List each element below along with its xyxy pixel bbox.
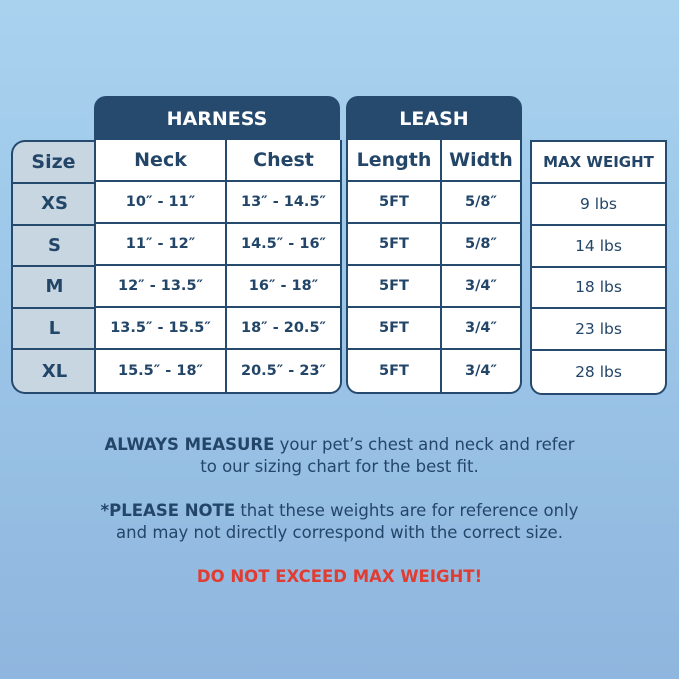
size-cell: XS: [13, 184, 96, 226]
neck-cell: 15.5″ - 18″: [96, 350, 227, 392]
length-cell: 5FT: [348, 308, 442, 350]
length-cell: 5FT: [348, 266, 442, 308]
length-cell: 5FT: [348, 350, 442, 392]
neck-header: Neck: [96, 140, 227, 182]
chest-cell: 20.5″ - 23″: [240, 363, 327, 379]
note-bold: *PLEASE NOTE: [100, 501, 236, 520]
neck-cell: 12″ - 13.5″: [96, 266, 227, 308]
size-cell: M: [13, 267, 96, 309]
width-cell: 5/8″: [442, 182, 520, 224]
width-cell: 3/4″: [442, 266, 520, 308]
size-column: Size XS S M L XL: [11, 140, 96, 394]
chest-cell: 18″ - 20.5″: [227, 308, 340, 350]
neck-cell: 10″ - 11″: [96, 182, 227, 224]
neck-cell: 11″ - 12″: [96, 224, 227, 266]
measure-note: ALWAYS MEASURE your pet’s chest and neck…: [0, 434, 679, 478]
measure-bold: ALWAYS MEASURE: [104, 435, 275, 454]
chest-cell: 14.5″ - 16″: [227, 224, 340, 266]
chest-header: Chest: [227, 140, 340, 182]
neck-cell: 13.5″ - 15.5″: [96, 308, 227, 350]
max-weight-warning: DO NOT EXCEED MAX WEIGHT!: [196, 567, 483, 586]
width-cell: 5/8″: [442, 224, 520, 266]
max-weight-cell: 18 lbs: [532, 268, 665, 310]
harness-group-header: HARNESS: [94, 96, 340, 142]
note-rest: that these weights are for reference onl…: [235, 501, 579, 520]
width-cell: 3/4″: [442, 308, 520, 350]
chest-cell: 16″ - 18″: [227, 266, 340, 308]
max-weight-cell: 28 lbs: [575, 363, 622, 382]
harness-table: Neck Chest 10″ - 11″ 13″ - 14.5″ 11″ - 12″…: [94, 140, 342, 394]
note-line2: and may not directly correspond with the…: [116, 523, 563, 542]
max-weight-cell: 14 lbs: [532, 226, 665, 268]
length-cell: 5FT: [348, 182, 442, 224]
width-cell: 3/4″: [465, 363, 497, 379]
max-weight-cell: 23 lbs: [532, 309, 665, 352]
leash-group-header: LEASH: [346, 96, 522, 142]
max-weight-cell: 9 lbs: [532, 184, 665, 226]
length-header: Length: [348, 140, 442, 182]
weight-note: *PLEASE NOTE that these weights are for …: [0, 500, 679, 544]
chest-cell: 13″ - 14.5″: [227, 182, 340, 224]
max-weight-header: MAX WEIGHT: [532, 142, 665, 184]
size-cell: S: [13, 226, 96, 268]
length-cell: 5FT: [348, 224, 442, 266]
measure-line2: to our sizing chart for the best fit.: [200, 457, 479, 476]
max-weight-table: MAX WEIGHT 9 lbs 14 lbs 18 lbs 23 lbs 28 lbs: [530, 140, 667, 395]
size-cell: XL: [41, 360, 68, 382]
width-header: Width: [442, 140, 520, 182]
leash-table: Length Width 5FT 5/8″ 5FT 5/8″ 5FT 3/4″ 5FT 3/4…: [346, 140, 522, 394]
size-header: Size: [13, 142, 96, 184]
size-cell: L: [13, 309, 96, 351]
measure-rest: your pet’s chest and neck and refer: [274, 435, 575, 454]
